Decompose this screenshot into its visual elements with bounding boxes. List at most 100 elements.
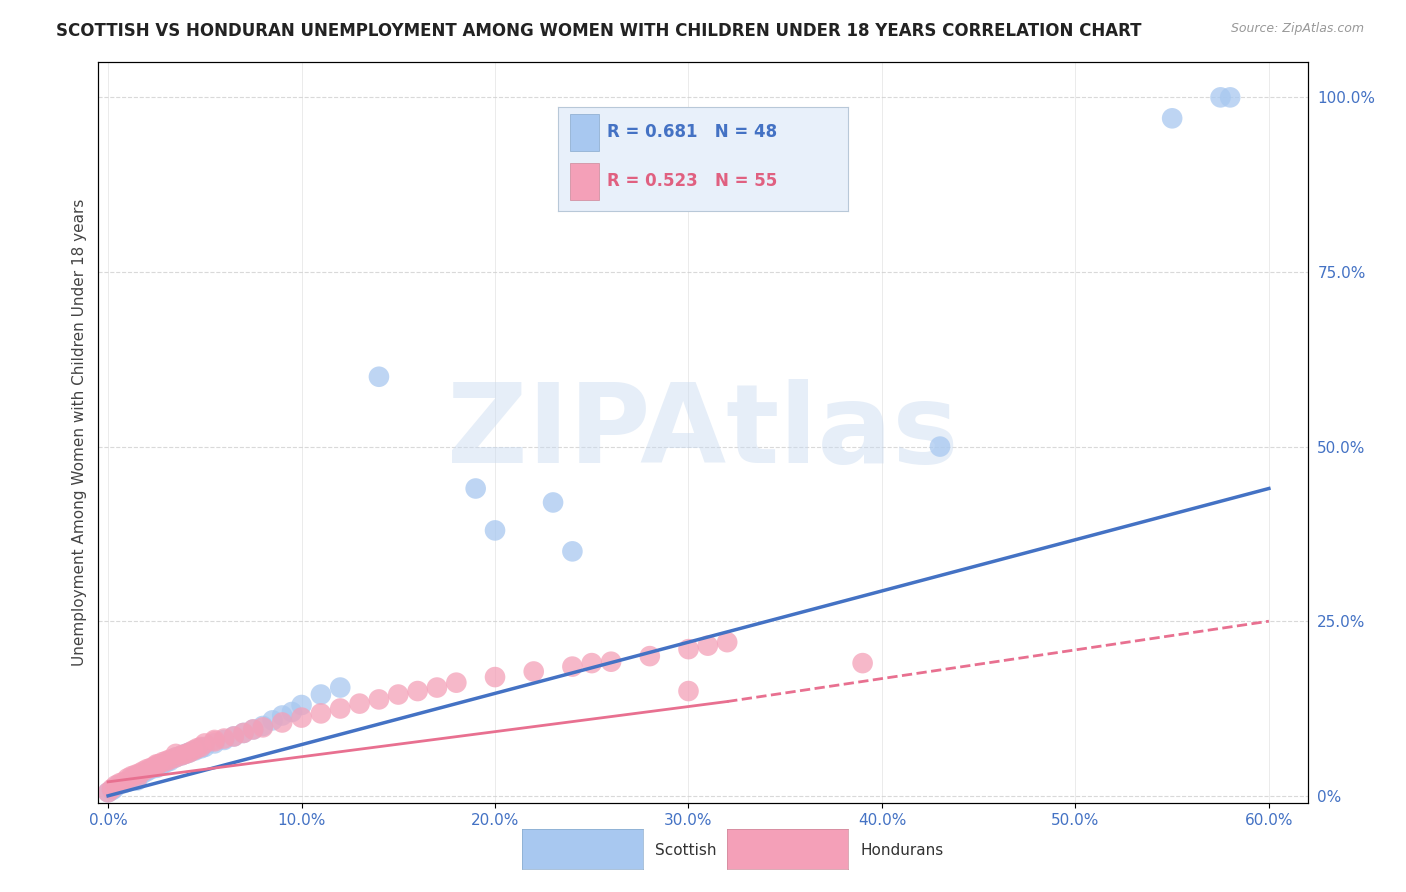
Point — [406, 684, 429, 698]
Point — [194, 736, 217, 750]
Point — [204, 734, 226, 748]
Point — [852, 656, 875, 670]
Point — [929, 440, 952, 454]
Point — [523, 665, 546, 679]
Point — [128, 768, 150, 782]
Point — [165, 750, 187, 764]
Point — [252, 720, 274, 734]
Point — [290, 698, 312, 712]
Point — [271, 708, 294, 723]
Point — [190, 741, 212, 756]
Point — [212, 733, 235, 747]
Point — [181, 743, 204, 757]
Point — [101, 783, 124, 797]
Point — [174, 747, 197, 761]
Point — [135, 764, 157, 779]
Point — [368, 692, 391, 706]
Point — [184, 743, 207, 757]
Point — [132, 766, 155, 780]
Point — [204, 733, 226, 747]
Point — [150, 756, 173, 770]
Point — [190, 739, 212, 754]
Point — [387, 688, 409, 702]
Point — [232, 726, 254, 740]
Point — [103, 781, 125, 796]
Point — [112, 776, 135, 790]
Point — [145, 759, 167, 773]
Point — [145, 757, 167, 772]
Point — [222, 730, 245, 744]
Point — [329, 681, 352, 695]
Point — [561, 659, 583, 673]
Point — [561, 544, 583, 558]
Point — [124, 768, 146, 782]
Point — [464, 482, 486, 496]
Point — [170, 748, 193, 763]
Point — [242, 723, 264, 737]
Point — [309, 688, 332, 702]
Point — [165, 747, 187, 761]
Point — [104, 778, 127, 792]
Point — [581, 656, 603, 670]
Point — [242, 723, 264, 737]
Point — [120, 769, 142, 783]
Point — [108, 776, 131, 790]
Point — [117, 772, 139, 786]
Point — [97, 785, 120, 799]
Point — [446, 675, 468, 690]
Point — [139, 761, 162, 775]
Point — [678, 112, 700, 126]
Point — [145, 761, 167, 775]
Point — [426, 681, 449, 695]
Point — [112, 775, 135, 789]
Point — [139, 762, 162, 776]
Point — [678, 642, 700, 657]
Point — [107, 778, 129, 792]
Text: Hondurans: Hondurans — [860, 844, 943, 858]
Point — [120, 772, 142, 786]
Point — [309, 706, 332, 721]
Point — [117, 775, 139, 789]
Point — [1219, 90, 1241, 104]
Point — [155, 754, 177, 768]
Point — [368, 369, 391, 384]
Point — [1161, 112, 1184, 126]
Point — [1209, 90, 1232, 104]
Point — [329, 701, 352, 715]
Point — [165, 750, 187, 764]
Text: SCOTTISH VS HONDURAN UNEMPLOYMENT AMONG WOMEN WITH CHILDREN UNDER 18 YEARS CORRE: SCOTTISH VS HONDURAN UNEMPLOYMENT AMONG … — [56, 22, 1142, 40]
Text: Scottish: Scottish — [655, 844, 716, 858]
Text: Source: ZipAtlas.com: Source: ZipAtlas.com — [1230, 22, 1364, 36]
Point — [132, 764, 155, 779]
Point — [97, 785, 120, 799]
Y-axis label: Unemployment Among Women with Children Under 18 years: Unemployment Among Women with Children U… — [72, 199, 87, 666]
Point — [127, 773, 149, 788]
Point — [696, 639, 718, 653]
Point — [232, 726, 254, 740]
Point — [290, 710, 312, 724]
Point — [128, 766, 150, 780]
Point — [541, 495, 564, 509]
Point — [638, 649, 661, 664]
Point — [212, 731, 235, 746]
Point — [262, 714, 284, 728]
Point — [281, 705, 304, 719]
Point — [174, 747, 197, 761]
Point — [150, 757, 173, 772]
Point — [179, 746, 201, 760]
Point — [716, 635, 738, 649]
Point — [148, 757, 170, 772]
Point — [716, 112, 738, 126]
Point — [678, 684, 700, 698]
Point — [124, 769, 146, 783]
Point — [484, 670, 506, 684]
Point — [271, 715, 294, 730]
Point — [159, 752, 181, 766]
Point — [159, 754, 181, 768]
Point — [170, 748, 193, 763]
Point — [135, 762, 157, 776]
Point — [204, 736, 226, 750]
Point — [349, 697, 371, 711]
Point — [155, 756, 177, 770]
Point — [484, 524, 506, 538]
